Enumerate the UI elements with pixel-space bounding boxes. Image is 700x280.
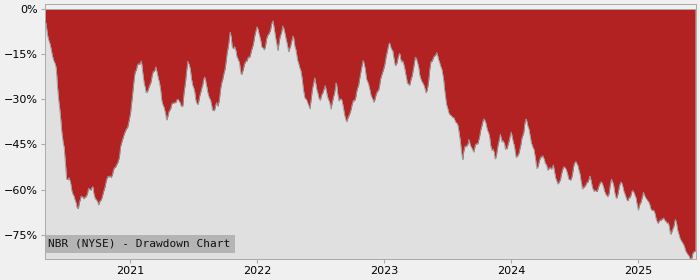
Text: NBR (NYSE) - Drawdown Chart: NBR (NYSE) - Drawdown Chart — [48, 239, 231, 249]
